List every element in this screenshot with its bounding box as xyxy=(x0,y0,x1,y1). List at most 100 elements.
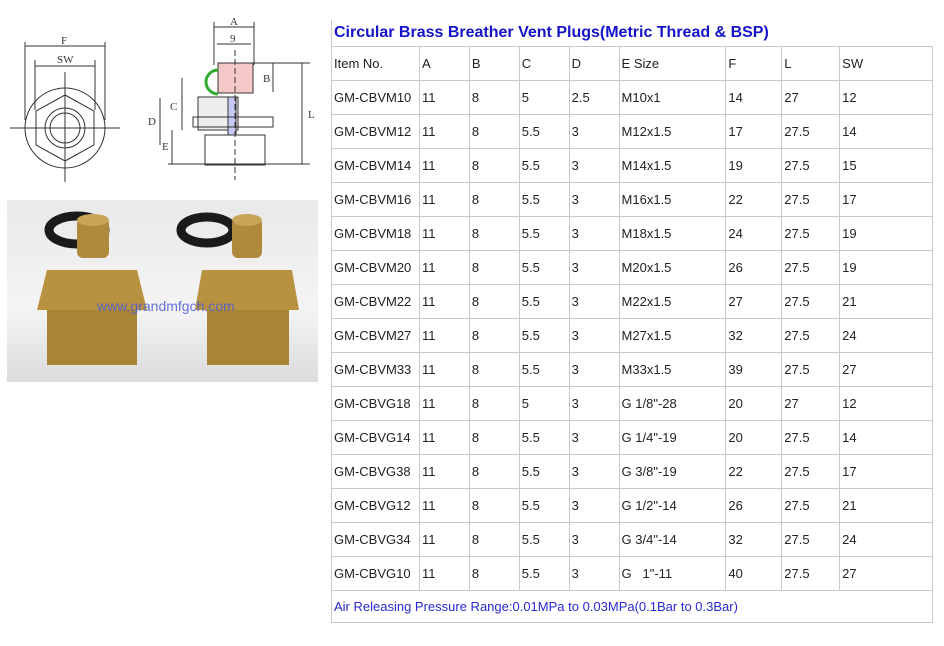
cell: GM-CBVM27 xyxy=(331,318,420,353)
cell: M20x1.5 xyxy=(618,250,727,285)
cell: 8 xyxy=(468,182,520,217)
cell: 14 xyxy=(725,80,783,115)
cell: G 1"-11 xyxy=(618,556,727,591)
cell: 8 xyxy=(468,522,520,557)
cell: L xyxy=(781,46,841,81)
table-row: GM-CBVG38 11 8 5.5 3 G 3/8"-19 22 27.5 17 xyxy=(331,454,933,489)
cell: 11 xyxy=(418,318,470,353)
cell: 11 xyxy=(418,250,470,285)
cell: GM-CBVG12 xyxy=(331,488,420,523)
cell: 27 xyxy=(725,284,783,319)
cell: 3 xyxy=(568,352,620,387)
cell: 27.5 xyxy=(781,216,841,251)
label-c: C xyxy=(170,101,177,113)
cell: 27.5 xyxy=(781,352,841,387)
cell: 8 xyxy=(468,284,520,319)
cell: 26 xyxy=(725,250,783,285)
table-row: GM-CBVM33 11 8 5.5 3 M33x1.5 39 27.5 27 xyxy=(331,352,933,387)
cell: 11 xyxy=(418,182,470,217)
header-row: Item No. A B C D E Size F L SW xyxy=(331,46,933,81)
cell: 14 xyxy=(839,114,933,149)
table-row: GM-CBVM12 11 8 5.5 3 M12x1.5 17 27.5 14 xyxy=(331,114,933,149)
cell: M14x1.5 xyxy=(618,148,727,183)
cell: 3 xyxy=(568,386,620,421)
cell: 27.5 xyxy=(781,488,841,523)
cell: 27.5 xyxy=(781,114,841,149)
table-row: GM-CBVM18 11 8 5.5 3 M18x1.5 24 27.5 19 xyxy=(331,216,933,251)
cell: GM-CBVM10 xyxy=(331,80,420,115)
cell: GM-CBVG34 xyxy=(331,522,420,557)
cell: 32 xyxy=(725,318,783,353)
cell: 11 xyxy=(418,352,470,387)
cell: 27.5 xyxy=(781,148,841,183)
label-l: L xyxy=(308,109,315,121)
cell: 5.5 xyxy=(518,148,570,183)
cell: 21 xyxy=(839,488,933,523)
cell: Item No. xyxy=(331,46,420,81)
brass-plugs-image xyxy=(37,211,299,365)
cell: 5.5 xyxy=(518,454,570,489)
cell: 3 xyxy=(568,250,620,285)
cell: GM-CBVM22 xyxy=(331,284,420,319)
specs-table: Circular Brass Breather Vent Plugs(Metri… xyxy=(331,20,933,623)
title-row: Circular Brass Breather Vent Plugs(Metri… xyxy=(331,20,933,47)
cell: 3 xyxy=(568,488,620,523)
cell: 20 xyxy=(725,386,783,421)
cell: 11 xyxy=(418,80,470,115)
table-row: GM-CBVM10 11 8 5 2.5 M10x1 14 27 12 xyxy=(331,80,933,115)
cell: 11 xyxy=(418,216,470,251)
cell: 17 xyxy=(839,454,933,489)
cell: G 1/4"-19 xyxy=(618,420,727,455)
cell: M22x1.5 xyxy=(618,284,727,319)
table-row: GM-CBVG18 11 8 5 3 G 1/8"-28 20 27 12 xyxy=(331,386,933,421)
cell: 11 xyxy=(418,556,470,591)
cell: 32 xyxy=(725,522,783,557)
cell: 3 xyxy=(568,182,620,217)
table-row: GM-CBVG14 11 8 5.5 3 G 1/4"-19 20 27.5 14 xyxy=(331,420,933,455)
cell: 22 xyxy=(725,182,783,217)
cell: 2.5 xyxy=(568,80,620,115)
cell: 22 xyxy=(725,454,783,489)
cell: 21 xyxy=(839,284,933,319)
cell: GM-CBVG38 xyxy=(331,454,420,489)
cell: 19 xyxy=(725,148,783,183)
cell: 5.5 xyxy=(518,318,570,353)
cell: GM-CBVM33 xyxy=(331,352,420,387)
cell: 8 xyxy=(468,386,520,421)
cell: 3 xyxy=(568,420,620,455)
label-a: A xyxy=(230,16,238,28)
pressure-range-note: Air Releasing Pressure Range:0.01MPa to … xyxy=(331,590,933,623)
cell: 5.5 xyxy=(518,182,570,217)
cell: 27 xyxy=(839,556,933,591)
cell: 3 xyxy=(568,556,620,591)
cell: E Size xyxy=(618,46,727,81)
cell: 8 xyxy=(468,488,520,523)
cell: GM-CBVM14 xyxy=(331,148,420,183)
product-photo: www.grandmfgch.com xyxy=(7,200,318,382)
cell: 5 xyxy=(518,80,570,115)
cell: 3 xyxy=(568,454,620,489)
cell: GM-CBVM12 xyxy=(331,114,420,149)
cell: 26 xyxy=(725,488,783,523)
label-f: F xyxy=(61,35,67,47)
table-row: GM-CBVM20 11 8 5.5 3 M20x1.5 26 27.5 19 xyxy=(331,250,933,285)
label-b: B xyxy=(263,73,270,85)
cell: 5.5 xyxy=(518,556,570,591)
cell: 5.5 xyxy=(518,114,570,149)
cell: B xyxy=(468,46,520,81)
cell: G 3/4"-14 xyxy=(618,522,727,557)
cell: SW xyxy=(839,46,933,81)
cell: 27 xyxy=(781,80,841,115)
cell: GM-CBVM16 xyxy=(331,182,420,217)
cell: 5.5 xyxy=(518,284,570,319)
footer-row: Air Releasing Pressure Range:0.01MPa to … xyxy=(331,590,933,623)
cell: G 1/2"-14 xyxy=(618,488,727,523)
cell: 11 xyxy=(418,488,470,523)
cell: 8 xyxy=(468,80,520,115)
cell: 12 xyxy=(839,80,933,115)
cell: GM-CBVM18 xyxy=(331,216,420,251)
cell: 27 xyxy=(781,386,841,421)
cell: GM-CBVM20 xyxy=(331,250,420,285)
cell: 11 xyxy=(418,386,470,421)
cell: D xyxy=(568,46,620,81)
